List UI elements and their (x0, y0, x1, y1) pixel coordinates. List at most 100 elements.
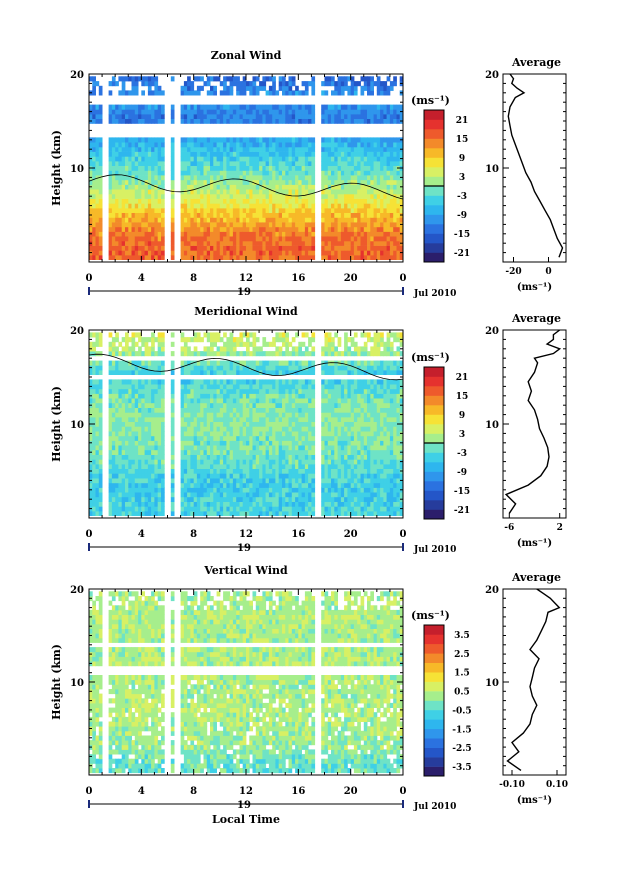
heatmap-cell (376, 175, 381, 181)
heatmap-cell (92, 240, 96, 246)
heatmap-cell (285, 175, 289, 181)
heatmap-cell (183, 435, 188, 441)
heatmap-cell (376, 203, 381, 209)
heatmap-cell (278, 360, 283, 366)
heatmap-cell (125, 151, 129, 157)
heatmap-cell (196, 118, 201, 124)
heatmap-cell (147, 250, 152, 256)
heatmap-cell (216, 492, 221, 498)
heatmap-cell (272, 393, 276, 399)
heatmap-cell (203, 332, 208, 338)
heatmap-cell (170, 369, 175, 375)
heatmap-cell (232, 254, 237, 260)
heatmap-cell (210, 104, 214, 110)
heatmap-cell (216, 170, 221, 176)
heatmap-cell (272, 85, 276, 91)
heatmap-cell (196, 137, 201, 143)
heatmap-cell (118, 426, 123, 432)
heatmap-cell (331, 226, 335, 232)
heatmap-cell (353, 137, 358, 143)
heatmap-cell (138, 175, 142, 181)
heatmap-cell (265, 236, 270, 242)
heatmap-cell (170, 137, 175, 143)
heatmap-cell (92, 398, 96, 404)
heatmap-cell (239, 388, 244, 394)
heatmap-cell (134, 463, 139, 469)
heatmap-cell (340, 240, 345, 246)
heatmap-cell (308, 245, 312, 251)
heatmap-cell (304, 170, 309, 176)
heatmap-cell (236, 473, 240, 479)
heatmap-cell (147, 254, 152, 260)
heatmap-cell (288, 184, 293, 190)
heatmap-cell (229, 332, 234, 338)
heatmap-cell (187, 231, 191, 237)
heatmap-cell (295, 146, 299, 152)
heatmap-cell (340, 160, 345, 166)
heatmap-cell (311, 146, 316, 152)
heatmap-cell (357, 226, 361, 232)
heatmap-cell (262, 492, 267, 498)
heatmap-cell (249, 81, 253, 87)
heatmap-cell (118, 184, 123, 190)
heatmap-cell (236, 142, 240, 148)
heatmap-cell (92, 369, 96, 375)
heatmap-cell (213, 236, 217, 242)
heatmap-cell (321, 198, 325, 204)
heatmap-cell (282, 510, 286, 516)
heatmap-cell (255, 198, 260, 204)
heatmap-cell (239, 369, 244, 375)
heatmap-cell (347, 212, 352, 218)
heatmap-cell (134, 90, 139, 96)
heatmap-cell (232, 496, 237, 502)
heatmap-cell (259, 207, 263, 213)
heatmap-cell (367, 165, 371, 171)
heatmap-cell (344, 81, 348, 87)
heatmap-cell (134, 109, 139, 115)
heatmap-cell (278, 379, 283, 385)
heatmap-cell (141, 198, 145, 204)
heatmap-cell (367, 231, 371, 237)
heatmap-cell (98, 482, 103, 488)
heatmap-cell (213, 463, 217, 469)
heatmap-cell (275, 351, 280, 357)
heatmap-cell (360, 146, 365, 152)
heatmap-cell (236, 254, 240, 260)
heatmap-cell (161, 360, 165, 366)
heatmap-cell (216, 496, 221, 502)
heatmap-cell (226, 501, 231, 507)
heatmap-cell (383, 160, 388, 166)
heatmap-cell (161, 501, 165, 507)
heatmap-cell (265, 384, 270, 390)
heatmap-cell (259, 118, 263, 124)
heatmap-cell (92, 346, 96, 352)
heatmap-cell (183, 440, 188, 446)
heatmap-cell (324, 109, 329, 115)
heatmap-cell (268, 236, 273, 242)
heatmap-cell (239, 478, 244, 484)
heatmap-cell (304, 160, 309, 166)
heatmap-cell (118, 463, 123, 469)
heatmap-cell (210, 332, 214, 338)
heatmap-cell (265, 222, 270, 228)
heatmap-cell (118, 351, 123, 357)
heatmap-cell (340, 222, 345, 228)
heatmap-cell (203, 398, 208, 404)
heatmap-cell (246, 463, 250, 469)
heatmap-cell (98, 118, 103, 124)
heatmap-cell (353, 160, 358, 166)
heatmap-cell (138, 240, 142, 246)
heatmap-cell (278, 463, 283, 469)
heatmap-cell (262, 337, 267, 343)
heatmap-cell (190, 113, 195, 119)
heatmap-cell (111, 407, 116, 413)
heatmap-cell (200, 426, 204, 432)
heatmap-cell (138, 179, 142, 185)
heatmap-cell (370, 245, 374, 251)
heatmap-cell (170, 407, 175, 413)
heatmap-cell (190, 179, 195, 185)
heatmap-cell (213, 449, 217, 455)
heatmap-cell (125, 254, 129, 260)
heatmap-cell (327, 179, 332, 185)
